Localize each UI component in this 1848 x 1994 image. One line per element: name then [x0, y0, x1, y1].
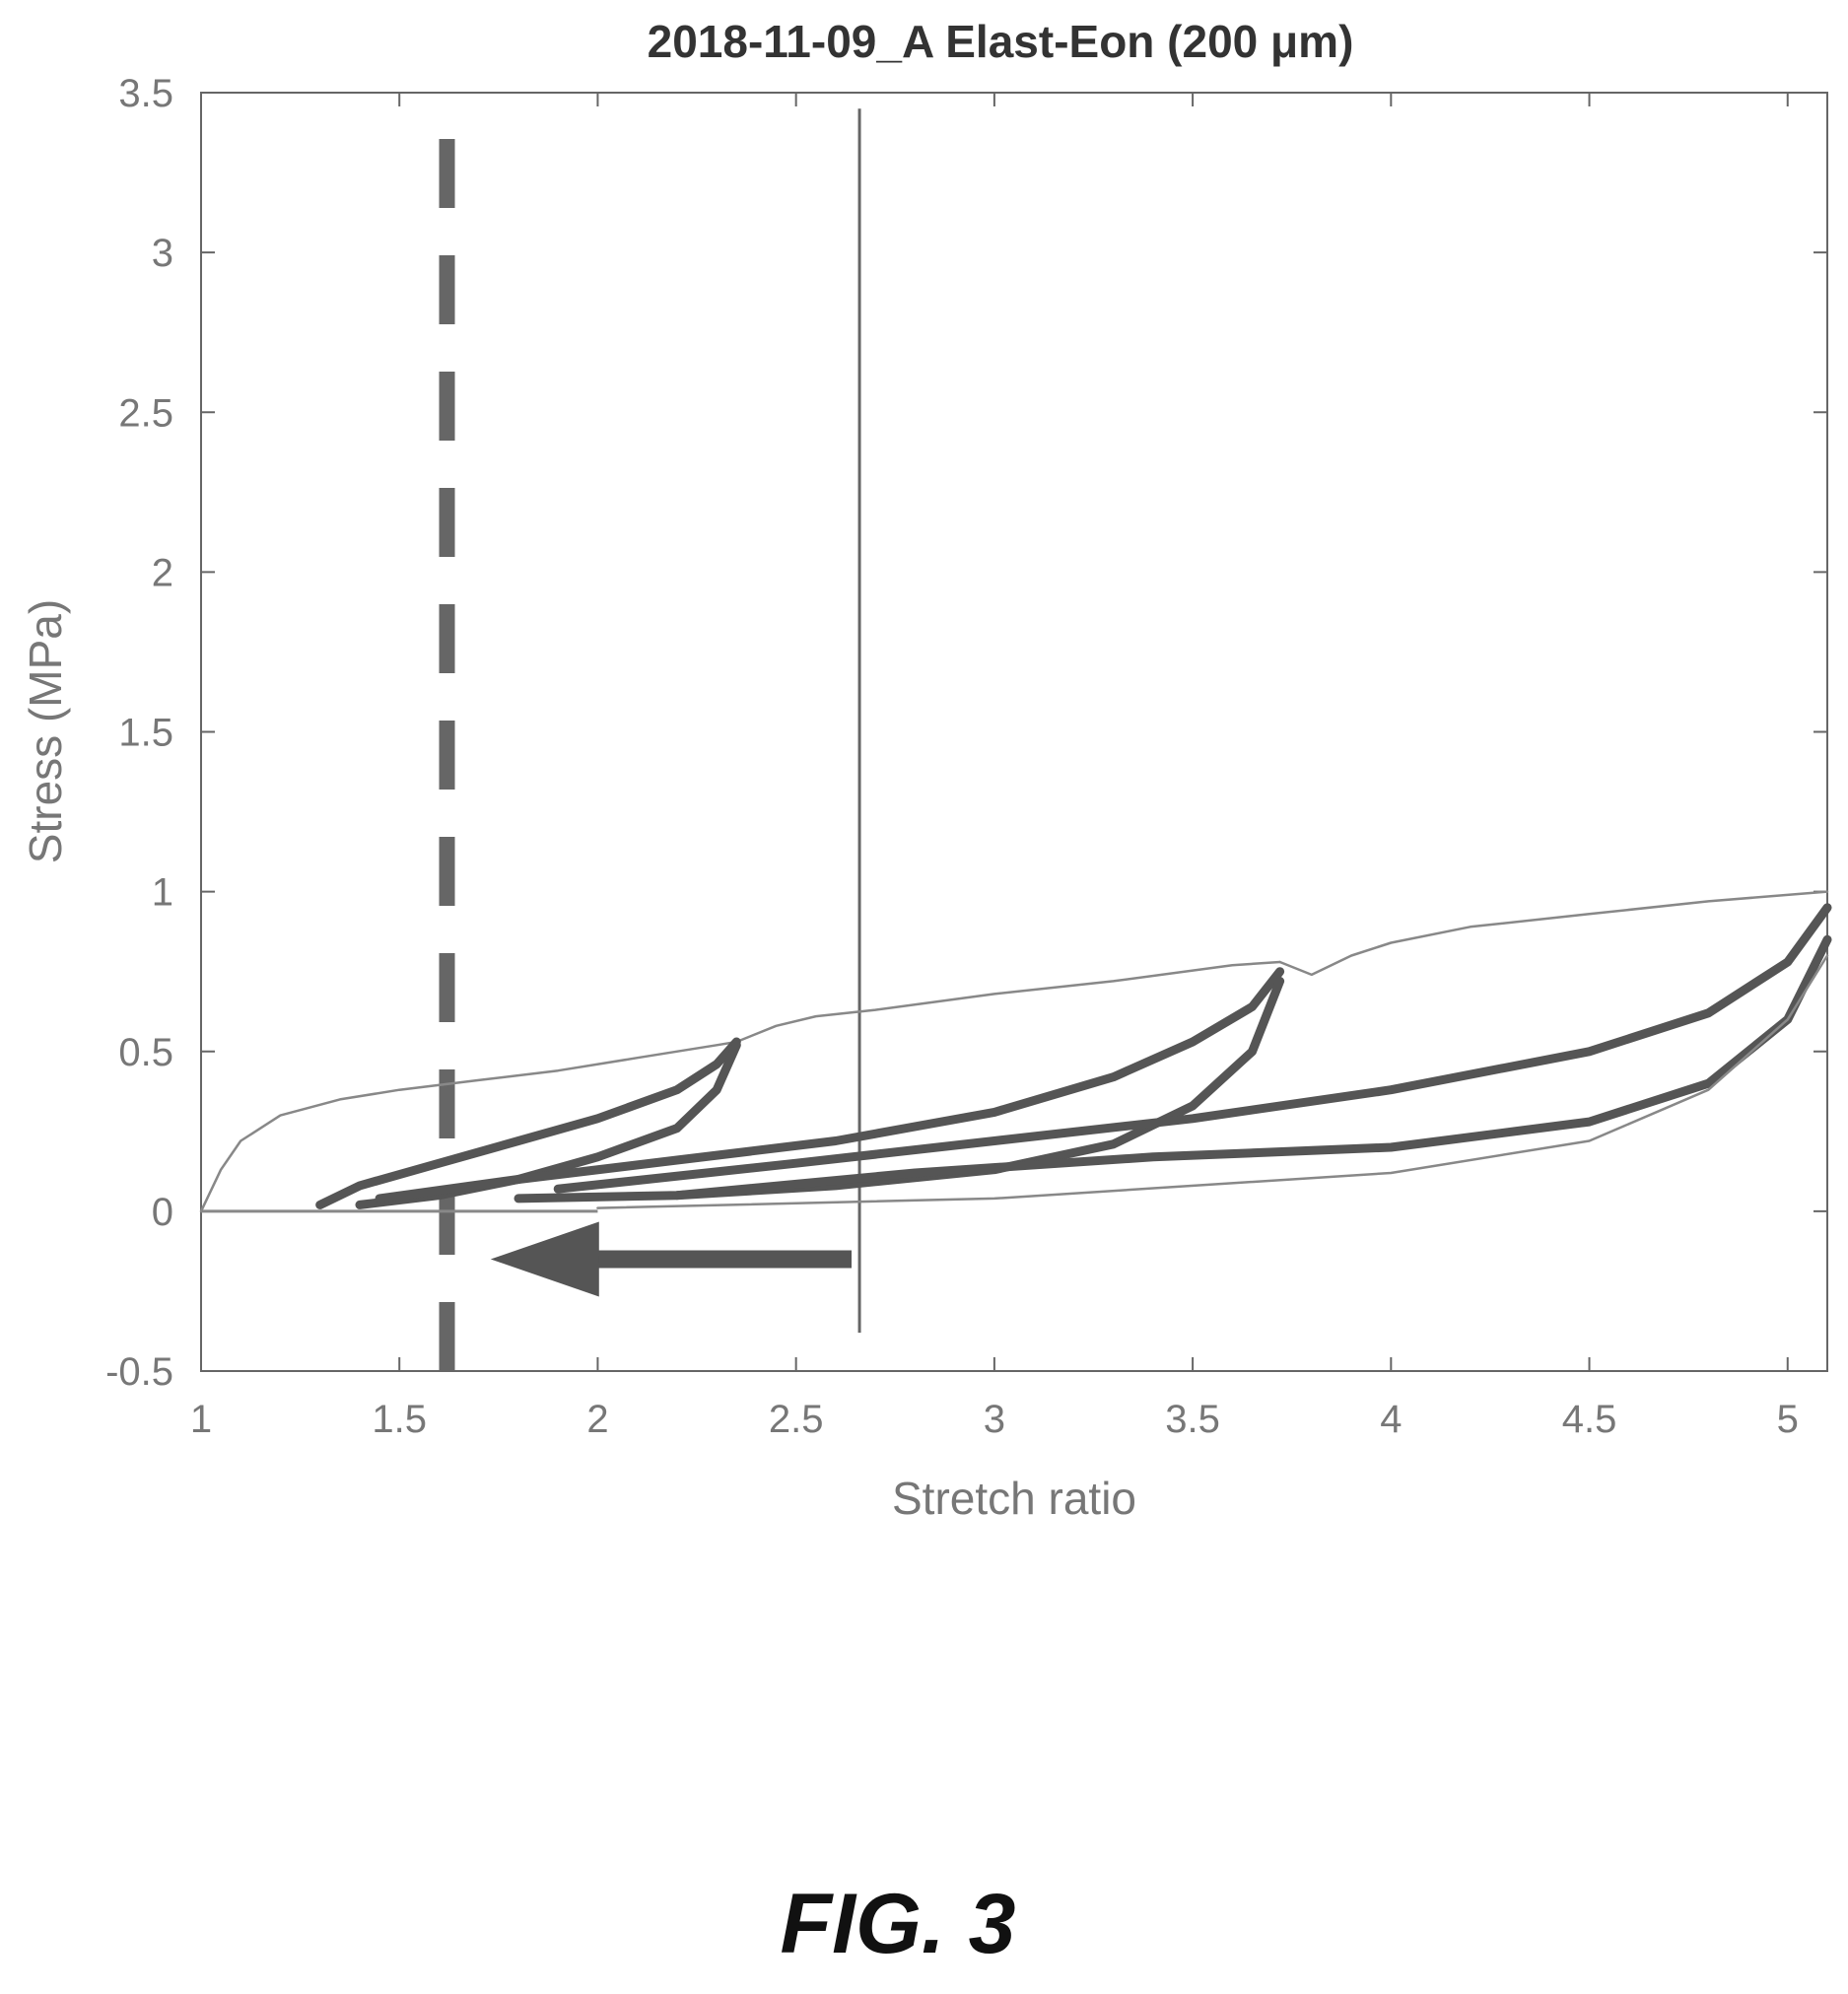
y-tick-label: 1.5 [118, 712, 173, 755]
chart-title: 2018-11-09_A Elast-Eon (200 μm) [648, 16, 1354, 67]
x-tick-label: 4.5 [1562, 1398, 1617, 1441]
data-series [199, 890, 1832, 1213]
data-series-line-thin [1278, 890, 1829, 977]
x-tick-label: 1.5 [372, 1398, 427, 1441]
data-series-line-thick [375, 967, 1285, 1203]
x-tick-label: 3.5 [1165, 1398, 1220, 1441]
plot-area: 1 1.5 2 2.5 3 3.5 4 4.5 5 -0.5 0 0.5 1 1.5 2 2.5 3 3.5 [105, 72, 1832, 1441]
y-axis-ticks: -0.5 0 0.5 1 1.5 2 2.5 3 3.5 [105, 72, 1827, 1394]
data-series-line-thin [199, 1040, 738, 1213]
x-tick-label: 1 [190, 1398, 212, 1441]
direction-arrow [490, 1221, 852, 1297]
y-axis-title: Stress (MPa) [20, 599, 71, 863]
arrow-shaft [594, 1250, 852, 1269]
arrow-head [490, 1221, 599, 1297]
y-tick-label: 2 [152, 551, 173, 594]
y-tick-label: 0 [152, 1191, 173, 1234]
reference-lines [201, 108, 861, 1371]
data-series-line-thick [355, 1040, 741, 1209]
data-series-line-thin [735, 960, 1281, 1044]
y-tick-label: 1 [152, 871, 173, 915]
y-tick-label: 0.5 [118, 1031, 173, 1074]
x-axis-title: Stretch ratio [892, 1473, 1136, 1524]
x-axis-ticks: 1 1.5 2 2.5 3 3.5 4 4.5 5 [190, 93, 1799, 1441]
figure-label: FIG. 3 [781, 1877, 1016, 1971]
y-tick-label: 2.5 [118, 391, 173, 435]
x-tick-label: 2 [586, 1398, 608, 1441]
x-tick-label: 5 [1777, 1398, 1799, 1441]
x-tick-label: 2.5 [769, 1398, 824, 1441]
y-tick-label: 3.5 [118, 72, 173, 115]
x-tick-label: 3 [984, 1398, 1005, 1441]
data-series-line-thick [553, 903, 1832, 1194]
x-tick-label: 4 [1380, 1398, 1402, 1441]
y-tick-label: 3 [152, 232, 173, 275]
y-tick-label: -0.5 [105, 1350, 173, 1394]
data-series-line-thick [315, 1037, 741, 1209]
data-series-line-thin [596, 954, 1829, 1209]
